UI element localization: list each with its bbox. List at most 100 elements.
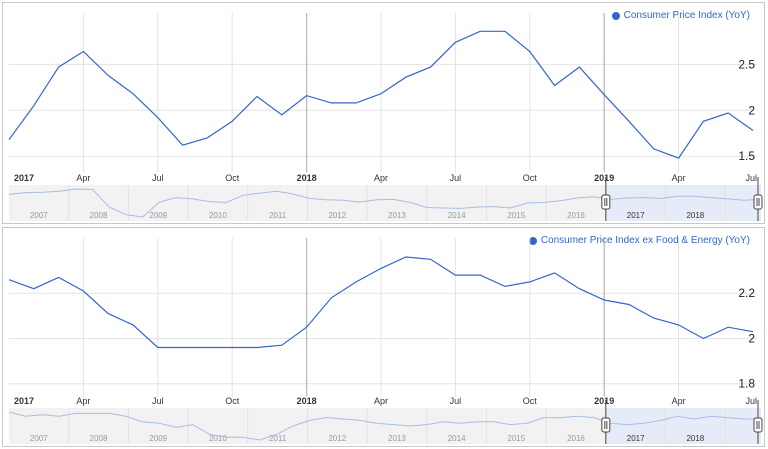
data-point — [453, 273, 457, 277]
data-point — [602, 93, 606, 97]
navigator-year-label: 2015 — [507, 434, 525, 443]
navigator-left-handle[interactable] — [601, 400, 611, 444]
data-point — [404, 255, 408, 259]
data-point — [131, 323, 135, 327]
x-tick-label: 2018 — [297, 396, 317, 406]
core-cpi-chart-svg: 1.8 2 2.2 2017 Apr Jul Oct 2018 Apr Jul Oct 2019 Apr… — [7, 238, 763, 444]
data-point — [453, 40, 457, 44]
navigator-year-label: 2016 — [567, 211, 585, 220]
x-tick-label: 2017 — [14, 396, 34, 406]
data-point — [106, 312, 110, 316]
navigator-year-label: 2017 — [627, 211, 645, 220]
navigator-year-label: 2018 — [686, 434, 704, 443]
data-point — [577, 65, 581, 69]
navigator-selected-range — [605, 408, 761, 444]
legend-label: Consumer Price Index ex Food & Energy (Y… — [540, 235, 750, 246]
x-tick-label: Jul — [450, 396, 462, 406]
data-point — [81, 289, 85, 293]
y-tick-label: 1.5 — [738, 149, 755, 163]
data-point — [81, 49, 85, 53]
data-point — [429, 65, 433, 69]
legend-marker-icon — [528, 236, 537, 245]
navigator-year-label: 2011 — [269, 434, 287, 443]
data-point — [205, 346, 209, 350]
data-point — [429, 257, 433, 261]
navigator-sparkline — [8, 411, 761, 441]
data-point — [329, 101, 333, 105]
chart-legend[interactable]: Consumer Price Index ex Food & Energy (Y… — [528, 235, 750, 246]
navigator-year-label: 2010 — [209, 211, 227, 220]
x-tick-label: 2018 — [297, 173, 317, 183]
data-point — [503, 284, 507, 288]
data-point — [652, 316, 656, 320]
data-point — [280, 113, 284, 117]
data-point — [131, 92, 135, 96]
navigator-right-handle[interactable] — [753, 400, 763, 444]
data-point — [677, 156, 681, 160]
handle-grip-icon — [753, 417, 763, 433]
x-tick-label: Jul — [152, 173, 164, 183]
cpi-chart-svg: 1.5 2 2.5 2017 Apr Jul Oct 2018 Apr Jul Oct 2019 Apr… — [7, 13, 763, 221]
data-point — [156, 116, 160, 120]
data-point — [528, 49, 532, 53]
x-tick-label: Oct — [225, 173, 240, 183]
navigator-year-label: 2017 — [627, 434, 645, 443]
x-tick-label: Oct — [523, 396, 538, 406]
x-tick-label: Jul — [745, 173, 757, 183]
data-point — [32, 287, 36, 291]
data-point — [379, 92, 383, 96]
data-point — [205, 136, 209, 140]
data-point — [404, 75, 408, 79]
data-point — [726, 325, 730, 329]
data-point — [478, 273, 482, 277]
legend-label: Consumer Price Index (YoY) — [623, 10, 750, 21]
series-line — [8, 30, 754, 159]
navigator-left-handle[interactable] — [601, 177, 611, 221]
navigator-year-label: 2013 — [388, 211, 406, 220]
data-point — [255, 346, 259, 350]
chart-legend[interactable]: Consumer Price Index (YoY) — [611, 10, 750, 21]
data-point — [230, 346, 234, 350]
core-cpi-chart-panel: Consumer Price Index ex Food & Energy (Y… — [2, 227, 765, 447]
data-point — [701, 119, 705, 123]
x-tick-label: Jul — [745, 396, 757, 406]
data-point — [553, 271, 557, 275]
x-tick-label: Apr — [374, 396, 388, 406]
data-point — [602, 298, 606, 302]
y-tick-label: 2.5 — [738, 57, 755, 71]
data-point — [701, 336, 705, 340]
navigator-year-label: 2009 — [149, 434, 167, 443]
y-tick-label: 1.8 — [738, 377, 755, 391]
x-tick-label: Apr — [374, 173, 388, 183]
y-tick-label: 2.2 — [738, 286, 755, 300]
data-point — [329, 296, 333, 300]
navigator-year-label: 2007 — [30, 211, 48, 220]
x-tick-label: Oct — [225, 396, 240, 406]
data-point — [305, 94, 309, 98]
x-tick-label: Jul — [450, 173, 462, 183]
data-point — [7, 278, 11, 282]
navigator-year-label: 2010 — [209, 434, 227, 443]
handle-grip-icon — [601, 194, 611, 210]
data-point — [280, 343, 284, 347]
legend-marker-icon — [611, 11, 620, 20]
data-point — [652, 147, 656, 151]
y-tick-label: 2 — [748, 103, 755, 117]
data-point — [305, 325, 309, 329]
series-line — [8, 256, 754, 349]
handle-grip-icon — [601, 417, 611, 433]
cpi-chart-panel: Consumer Price Index (YoY) 1.5 2 2.5 2017 Ap… — [2, 2, 765, 224]
data-point — [32, 104, 36, 108]
data-point — [677, 323, 681, 327]
data-point — [57, 65, 61, 69]
x-tick-label: Jul — [152, 396, 164, 406]
data-point — [751, 330, 755, 334]
navigator-year-label: 2013 — [388, 434, 406, 443]
navigator-right-handle[interactable] — [753, 177, 763, 221]
navigator-year-label: 2011 — [269, 211, 287, 220]
data-point — [7, 138, 11, 142]
navigator-year-label: 2008 — [90, 211, 108, 220]
navigator-year-label: 2015 — [507, 211, 525, 220]
data-point — [751, 128, 755, 132]
navigator-year-label: 2018 — [686, 211, 704, 220]
